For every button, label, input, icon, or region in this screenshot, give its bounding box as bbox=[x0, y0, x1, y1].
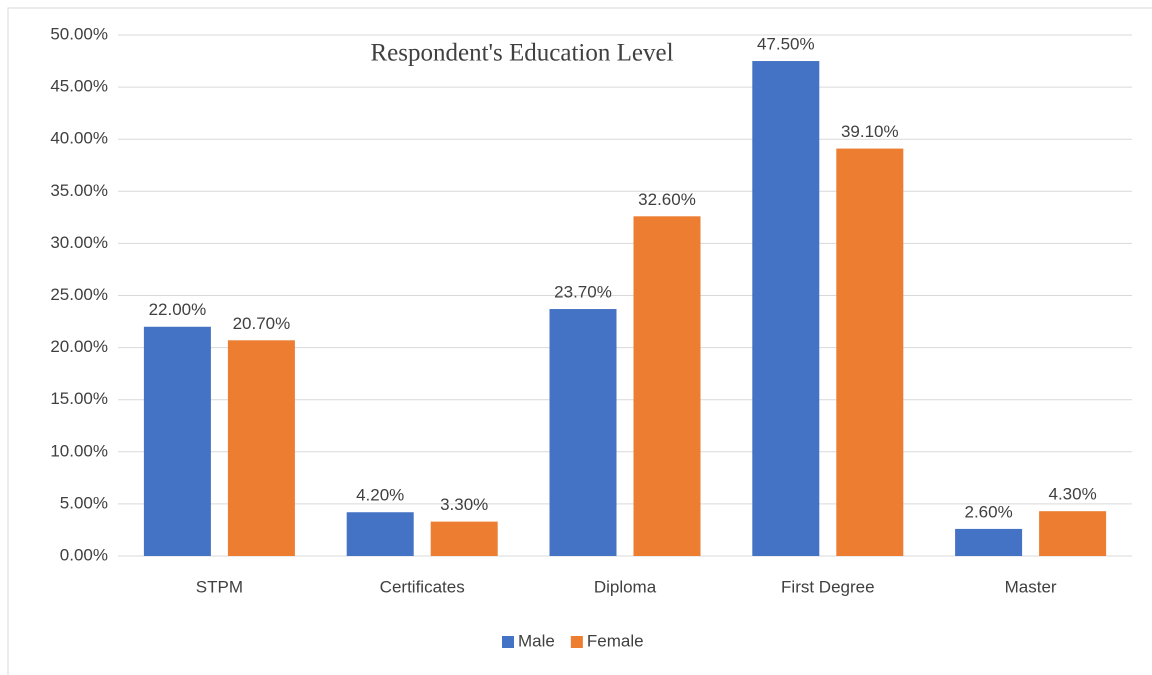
data-label: 3.30% bbox=[440, 495, 488, 514]
y-tick-label: 30.00% bbox=[50, 233, 108, 252]
data-label: 4.20% bbox=[356, 486, 404, 505]
x-tick-label: First Degree bbox=[781, 577, 875, 596]
y-tick-label: 25.00% bbox=[50, 285, 108, 304]
data-label: 47.50% bbox=[757, 35, 815, 54]
data-label: 32.60% bbox=[638, 190, 696, 209]
bar bbox=[549, 309, 617, 556]
data-label: 39.10% bbox=[841, 122, 899, 141]
bar bbox=[346, 512, 414, 556]
y-tick-label: 40.00% bbox=[50, 129, 108, 148]
bar bbox=[143, 326, 211, 556]
legend-label: Male bbox=[518, 631, 555, 650]
y-tick-label: 5.00% bbox=[60, 493, 108, 512]
bar bbox=[227, 340, 295, 556]
y-tick-label: 45.00% bbox=[50, 77, 108, 96]
legend-swatch bbox=[502, 636, 514, 648]
data-label: 4.30% bbox=[1048, 485, 1096, 504]
data-label: 2.60% bbox=[964, 502, 1012, 521]
bar bbox=[1039, 511, 1107, 556]
legend-swatch bbox=[570, 636, 583, 648]
bar bbox=[836, 148, 904, 556]
x-tick-label: Master bbox=[1005, 577, 1057, 596]
y-tick-label: 50.00% bbox=[50, 24, 108, 43]
data-label: 22.00% bbox=[149, 300, 207, 319]
y-tick-label: 0.00% bbox=[60, 545, 108, 564]
x-tick-label: Diploma bbox=[594, 577, 657, 596]
y-tick-label: 10.00% bbox=[50, 441, 108, 460]
x-tick-label: STPM bbox=[196, 577, 243, 596]
data-label: 20.70% bbox=[233, 314, 291, 333]
y-tick-label: 20.00% bbox=[50, 337, 108, 356]
bar bbox=[955, 528, 1023, 556]
x-tick-label: Certificates bbox=[380, 577, 465, 596]
bar bbox=[752, 61, 820, 557]
data-label: 23.70% bbox=[554, 283, 612, 302]
y-tick-label: 35.00% bbox=[50, 181, 108, 200]
bar bbox=[633, 216, 701, 557]
y-tick-label: 15.00% bbox=[50, 389, 108, 408]
legend-label: Female bbox=[587, 631, 644, 650]
chart-frame bbox=[7, 7, 1152, 675]
bar bbox=[430, 521, 498, 556]
chart-title: Respondent's Education Level bbox=[370, 40, 673, 67]
